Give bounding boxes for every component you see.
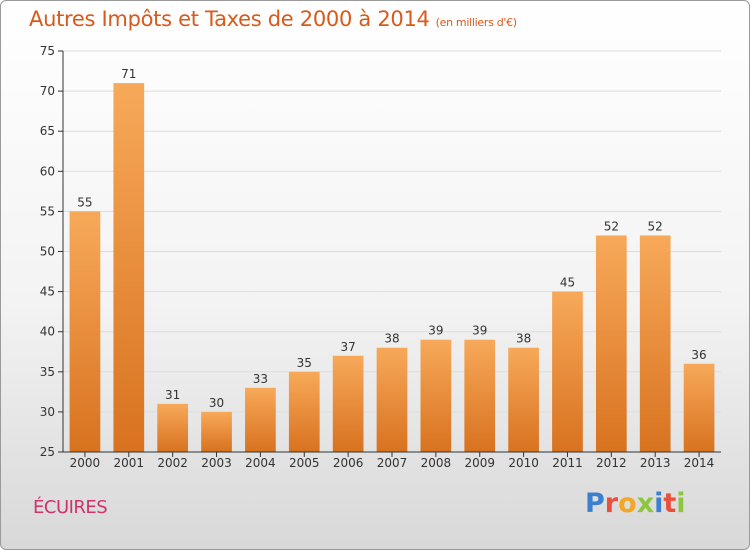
bar (639, 235, 671, 452)
bar-value-label: 30 (209, 396, 224, 410)
bar (245, 387, 276, 452)
bar (376, 347, 408, 452)
y-tick-label: 55 (40, 204, 55, 218)
commune-name: ÉCUIRES (33, 497, 108, 518)
bar-value-label: 33 (253, 372, 268, 386)
y-tick-label: 60 (40, 164, 55, 178)
y-tick-label: 65 (40, 124, 55, 138)
logo-letter: i (676, 488, 686, 519)
bar (595, 235, 627, 452)
x-tick-label: 2010 (508, 456, 539, 470)
bar (157, 403, 189, 452)
x-tick-label: 2014 (684, 456, 715, 470)
chart-title: Autres Impôts et Taxes de 2000 à 2014 (en… (29, 7, 517, 31)
y-tick-label: 30 (40, 405, 55, 419)
bar-value-label: 71 (121, 67, 136, 81)
x-tick-label: 2008 (421, 456, 452, 470)
logo-letter: r (604, 488, 619, 519)
bar-value-label: 35 (297, 356, 312, 370)
x-tick-label: 2013 (640, 456, 671, 470)
bar-value-label: 52 (604, 219, 619, 233)
bar-value-label: 38 (384, 332, 399, 346)
y-tick-label: 40 (40, 325, 55, 339)
bar-value-label: 31 (165, 388, 180, 402)
logo-letter: o (618, 488, 637, 519)
x-tick-label: 2007 (377, 456, 408, 470)
chart-title-text: Autres Impôts et Taxes de 2000 à 2014 (29, 7, 430, 31)
y-tick-label: 25 (40, 445, 55, 459)
bar-value-label: 37 (340, 340, 355, 354)
logo-letter: i (654, 488, 664, 519)
logo-letter: t (663, 488, 677, 519)
y-tick-label: 70 (40, 84, 55, 98)
bar (464, 339, 496, 452)
proxiti-logo[interactable]: Proxiti (585, 488, 686, 519)
x-tick-label: 2001 (114, 456, 145, 470)
x-tick-label: 2012 (596, 456, 627, 470)
bar (113, 83, 145, 452)
bar (201, 411, 232, 452)
x-tick-label: 2002 (157, 456, 188, 470)
logo-letter: P (585, 488, 605, 519)
y-tick-label: 45 (40, 285, 55, 299)
bar (508, 347, 539, 452)
x-tick-label: 2005 (289, 456, 320, 470)
bar-value-label: 39 (428, 324, 443, 338)
x-tick-label: 2003 (201, 456, 232, 470)
y-tick-label: 50 (40, 245, 55, 259)
bar-value-label: 55 (77, 195, 92, 209)
x-tick-label: 2006 (333, 456, 364, 470)
bar-value-label: 38 (516, 332, 531, 346)
bar (683, 363, 715, 452)
bar (552, 291, 583, 452)
bar-value-label: 36 (691, 348, 706, 362)
x-tick-label: 2004 (245, 456, 276, 470)
x-tick-label: 2000 (70, 456, 101, 470)
bar (420, 339, 452, 452)
bar (332, 355, 364, 452)
bar-value-label: 45 (560, 276, 575, 290)
bar (69, 211, 101, 452)
bar-value-label: 39 (472, 324, 487, 338)
bar (288, 371, 320, 452)
chart-title-unit: (en milliers d'€) (435, 16, 517, 29)
logo-letter: x (636, 488, 655, 519)
x-tick-label: 2011 (552, 456, 583, 470)
y-tick-label: 35 (40, 365, 55, 379)
x-tick-label: 2009 (464, 456, 495, 470)
y-tick-label: 75 (40, 44, 55, 58)
bar-value-label: 52 (648, 219, 663, 233)
